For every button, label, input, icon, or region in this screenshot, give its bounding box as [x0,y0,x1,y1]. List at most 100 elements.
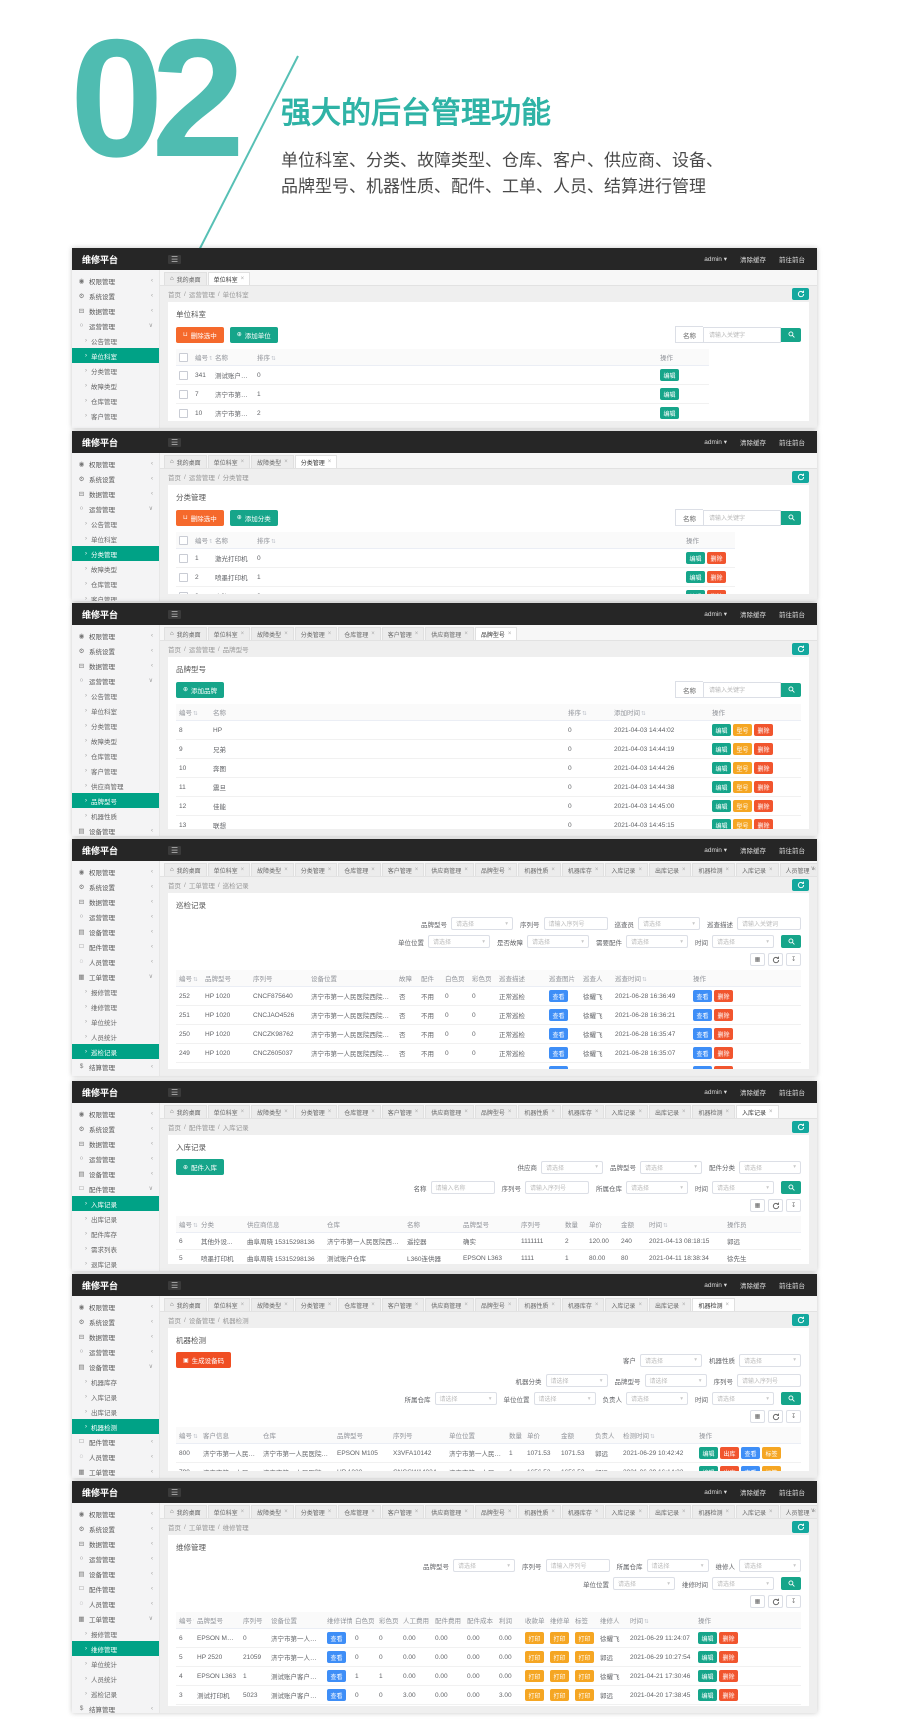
sidebar-item-sub[interactable]: › 入库记录 [72,1389,159,1404]
编辑-action-button[interactable]: 编辑 [712,743,732,755]
sidebar-item-sub[interactable]: › 故障类型 [72,561,159,576]
close-icon[interactable]: × [284,459,288,465]
sidebar-item-top[interactable]: ⊟ 数据管理 ‹ [72,303,159,318]
filter-select-box[interactable]: 请选择 ▾ [626,1181,688,1194]
menu-toggle-icon[interactable]: ☰ [168,1087,182,1097]
tab[interactable]: 仓库管理 × [338,627,381,640]
sidebar-item-top[interactable]: ◉ 权限管理 ‹ [72,1299,159,1314]
filter-input-box[interactable]: 请输入序列号 [525,1181,589,1194]
出库-action-button[interactable]: 出库 [720,1447,740,1459]
column-header[interactable]: 巡查时间⇅ [612,970,690,987]
删除-action-button[interactable]: 删除 [754,819,774,829]
close-icon[interactable]: × [284,1509,288,1515]
add-button[interactable]: ⊕ 添加品牌 [176,681,225,698]
sidebar-item-sub[interactable]: › 巡检记录 [72,1686,159,1701]
sidebar-item-top[interactable]: ⚙ 系统设置 ‹ [72,643,159,658]
refresh-button[interactable] [792,471,809,483]
close-icon[interactable]: × [327,867,332,873]
sidebar-item-sub[interactable]: › 分类管理 [72,363,159,378]
编辑-action-button[interactable]: 编辑 [712,819,732,829]
sidebar-item-top[interactable]: ⚙ 系统设置 ‹ [72,288,159,303]
tab[interactable]: 机器检测 × [692,1298,736,1311]
filter-select-box[interactable]: 请选择 ▾ [712,935,774,948]
型号-action-button[interactable]: 型号 [733,762,753,774]
tab[interactable]: 机器性质 × [518,863,561,876]
sidebar-item-top[interactable]: ▦ 工单管理 ∨ [72,1611,159,1626]
编辑-action-button[interactable]: 编辑 [686,590,706,594]
sidebar-item-sub[interactable]: › 报修管理 [72,1626,159,1641]
search-input[interactable]: 请输入关键字 [703,681,781,698]
close-icon[interactable]: × [414,1302,419,1308]
tab[interactable]: 入库记录 × [736,1505,779,1518]
型号-action-button[interactable]: 型号 [733,781,753,793]
filter-select-box[interactable]: 请选择 ▾ [613,1577,675,1590]
filter-select-box[interactable]: 请选择 ▾ [644,1374,707,1387]
search-button[interactable] [781,327,801,342]
filter-select-box[interactable]: 请选择 ▾ [451,917,513,930]
close-icon[interactable]: × [551,867,555,873]
front-site-link[interactable]: 前往前台 [779,1283,805,1290]
sidebar-item-top[interactable]: ⊟ 数据管理 ‹ [72,1536,159,1551]
删除-action-button[interactable]: 删除 [702,369,709,381]
close-icon[interactable]: × [327,631,332,637]
tab[interactable]: 故障类型 × [251,1505,294,1518]
sidebar-item-top[interactable]: ◉ 权限管理 ‹ [72,456,159,471]
tab[interactable]: 故障类型 × [251,455,294,468]
menu-toggle-icon[interactable]: ☰ [168,254,182,264]
close-icon[interactable]: × [681,867,686,873]
tab[interactable]: 故障类型 × [251,1105,294,1118]
编辑-action-button[interactable]: 编辑 [660,369,680,381]
删除-action-button[interactable]: 删除 [719,1689,739,1701]
cell-badge[interactable]: 查看 [327,1632,347,1644]
filter-select-box[interactable]: 请选择 ▾ [739,1353,801,1367]
删除-action-button[interactable]: 删除 [714,1028,734,1040]
tab[interactable]: ⌂ 我的桌面 [164,272,207,285]
user-menu[interactable]: admin ▾ [704,256,727,263]
型号-action-button[interactable]: 型号 [733,724,753,736]
delete-selected-button[interactable]: ⊔ 删除选中 [176,326,224,343]
filter-select-box[interactable]: 请选择 ▾ [453,1559,515,1572]
column-header[interactable]: 编号⇅ [192,349,212,366]
filter-select-box[interactable]: 请选择 ▾ [626,1392,688,1405]
sidebar-item-top[interactable]: ◉ 权限管理 ‹ [72,273,159,288]
close-icon[interactable]: × [725,1302,730,1308]
sidebar-item-sub[interactable]: › 单位科室 [72,531,159,546]
clear-cache-link[interactable]: 清除缓存 [740,1490,766,1497]
close-icon[interactable]: × [464,1109,468,1115]
tab[interactable]: 入库记录 × [605,1105,648,1118]
tab[interactable]: 单位科室 × [207,1505,251,1518]
tab[interactable]: 机器检测 × [692,1105,736,1118]
cell-badge[interactable]: 查看 [549,1009,569,1021]
menu-toggle-icon[interactable]: ☰ [168,437,182,447]
clear-cache-link[interactable]: 清除缓存 [740,1283,766,1290]
cell-badge[interactable]: 打印 [550,1689,570,1701]
tab[interactable]: 出库记录 × [648,1105,692,1118]
sidebar-item-sub[interactable]: › 维修管理 [72,1641,159,1656]
filter-select-box[interactable]: 请选择 ▾ [712,1577,774,1590]
cell-badge[interactable]: 打印 [525,1651,545,1663]
close-icon[interactable]: × [594,867,599,873]
close-icon[interactable]: × [638,1509,642,1515]
row-checkbox[interactable] [179,553,188,563]
clear-cache-link[interactable]: 清除缓存 [740,440,766,447]
select-all-checkbox[interactable] [179,352,188,362]
tab[interactable]: 单位科室 × [207,455,251,468]
删除-action-button[interactable]: 删除 [719,1670,739,1682]
search-button[interactable] [781,1392,801,1405]
sidebar-item-top[interactable]: ⊟ 数据管理 ‹ [72,1136,159,1151]
cell-badge[interactable]: 查看 [549,1047,569,1059]
tab[interactable]: 机器检测 × [692,863,736,876]
column-header[interactable]: 排序⇅ [254,349,657,366]
tab[interactable]: 供应商管理 × [425,1105,474,1118]
row-checkbox[interactable] [179,408,188,418]
型号-action-button[interactable]: 型号 [733,819,753,829]
close-icon[interactable]: × [507,867,512,873]
sidebar-item-sub[interactable]: › 机器性质 [72,808,159,823]
删除-action-button[interactable]: 删除 [754,781,774,793]
close-icon[interactable]: × [414,1109,419,1115]
download-icon[interactable]: ↧ [786,1199,801,1212]
cell-badge[interactable]: 打印 [550,1670,570,1682]
refresh-button[interactable] [792,1521,809,1533]
filter-select-box[interactable]: 请选择 ▾ [646,1559,709,1572]
sidebar-item-sub[interactable]: › 客户管理 [72,763,159,778]
